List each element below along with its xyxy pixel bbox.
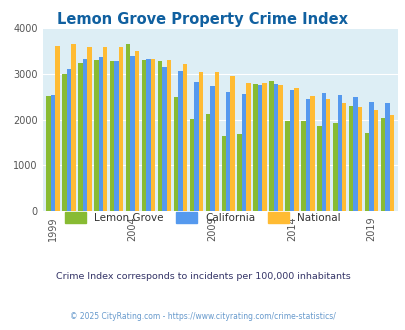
Bar bbox=[119, 47, 123, 211]
Bar bbox=[241, 94, 246, 211]
Bar bbox=[46, 96, 51, 211]
Bar bbox=[66, 69, 71, 211]
Bar bbox=[87, 47, 91, 211]
Bar bbox=[357, 107, 362, 211]
Bar bbox=[173, 97, 178, 211]
Bar bbox=[150, 59, 155, 211]
Bar bbox=[325, 99, 330, 211]
Bar bbox=[178, 71, 182, 211]
Bar bbox=[205, 114, 209, 211]
Bar bbox=[246, 82, 250, 211]
Bar bbox=[269, 81, 273, 211]
Bar bbox=[353, 97, 357, 211]
Bar bbox=[253, 84, 257, 211]
Bar bbox=[146, 59, 150, 211]
Bar bbox=[221, 136, 226, 211]
Bar bbox=[285, 120, 289, 211]
Bar bbox=[158, 61, 162, 211]
Bar bbox=[316, 126, 321, 211]
Text: Crime Index corresponds to incidents per 100,000 inhabitants: Crime Index corresponds to incidents per… bbox=[55, 272, 350, 281]
Bar bbox=[55, 46, 60, 211]
Bar bbox=[71, 44, 75, 211]
Bar bbox=[230, 76, 234, 211]
Bar bbox=[82, 59, 87, 211]
Bar bbox=[98, 57, 103, 211]
Bar bbox=[51, 95, 55, 211]
Bar bbox=[114, 61, 119, 211]
Bar bbox=[62, 74, 66, 211]
Bar bbox=[166, 60, 171, 211]
Bar bbox=[373, 111, 377, 211]
Bar bbox=[94, 60, 98, 211]
Bar bbox=[321, 93, 325, 211]
Bar bbox=[369, 102, 373, 211]
Bar bbox=[309, 96, 314, 211]
Bar bbox=[257, 85, 262, 211]
Bar bbox=[389, 115, 393, 211]
Bar bbox=[301, 121, 305, 211]
Bar bbox=[198, 72, 202, 211]
Bar bbox=[209, 86, 214, 211]
Bar bbox=[130, 56, 134, 211]
Bar bbox=[194, 82, 198, 211]
Bar bbox=[277, 85, 282, 211]
Bar bbox=[337, 95, 341, 211]
Bar bbox=[332, 123, 337, 211]
Legend: Lemon Grove, California, National: Lemon Grove, California, National bbox=[61, 208, 344, 227]
Bar bbox=[134, 51, 139, 211]
Bar bbox=[103, 47, 107, 211]
Bar bbox=[262, 83, 266, 211]
Bar bbox=[273, 84, 277, 211]
Bar bbox=[182, 64, 187, 211]
Bar bbox=[289, 90, 294, 211]
Bar bbox=[384, 103, 389, 211]
Bar bbox=[126, 44, 130, 211]
Bar bbox=[364, 133, 369, 211]
Bar bbox=[237, 134, 241, 211]
Bar bbox=[214, 73, 218, 211]
Bar bbox=[189, 119, 194, 211]
Bar bbox=[294, 88, 298, 211]
Bar bbox=[380, 118, 384, 211]
Bar bbox=[226, 92, 230, 211]
Bar bbox=[305, 99, 309, 211]
Text: Lemon Grove Property Crime Index: Lemon Grove Property Crime Index bbox=[58, 12, 347, 26]
Bar bbox=[162, 67, 166, 211]
Bar bbox=[348, 106, 353, 211]
Bar bbox=[78, 63, 82, 211]
Bar bbox=[341, 103, 345, 211]
Bar bbox=[141, 60, 146, 211]
Text: © 2025 CityRating.com - https://www.cityrating.com/crime-statistics/: © 2025 CityRating.com - https://www.city… bbox=[70, 312, 335, 321]
Bar bbox=[110, 61, 114, 211]
